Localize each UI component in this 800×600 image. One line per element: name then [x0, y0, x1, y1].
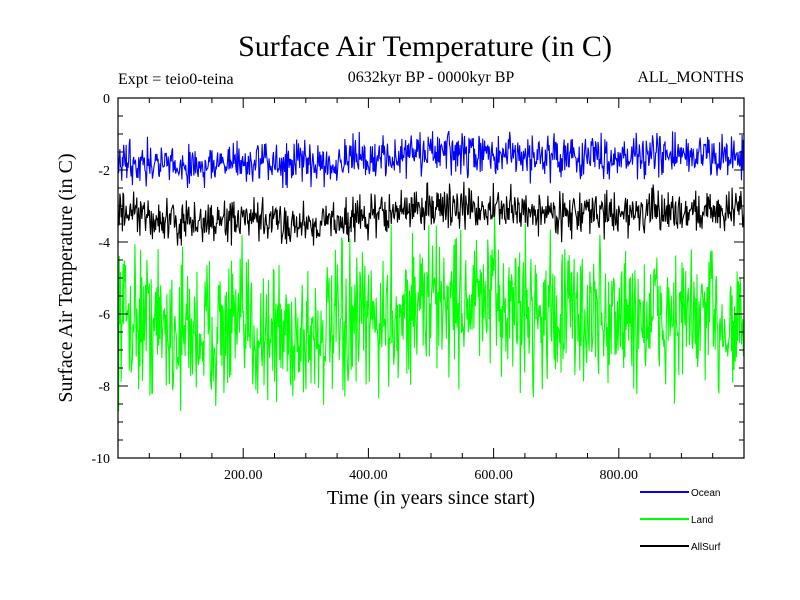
legend-label-ocean: Ocean	[691, 488, 720, 499]
legend: Ocean Land AllSurf	[640, 488, 721, 553]
x-tick-label: 800.00	[600, 468, 639, 483]
y-tick-label: -8	[98, 380, 110, 395]
x-axis-ticks: 200.00 400.00 600.00 800.00	[148, 98, 714, 483]
y-tick-label: -6	[98, 308, 110, 323]
x-tick-label: 600.00	[474, 468, 513, 483]
y-tick-label: -10	[91, 452, 110, 467]
plot-frame	[117, 97, 745, 459]
legend-label-allsurf: AllSurf	[691, 542, 721, 553]
y-tick-label: -4	[98, 236, 110, 251]
x-tick-label: 200.00	[224, 468, 263, 483]
months-label: ALL_MONTHS	[637, 69, 744, 86]
y-tick-label: -2	[98, 164, 110, 179]
y-axis-label: Surface Air Temperature (in C)	[55, 153, 77, 402]
expt-label: Expt = teio0-teina	[118, 71, 234, 88]
x-axis-label: Time (in years since start)	[327, 487, 535, 509]
x-tick-label: 400.00	[349, 468, 388, 483]
y-axis-ticks: 0 -2 -4 -6 -8 -10	[91, 92, 744, 467]
plot-series	[117, 130, 745, 412]
period-label: 0632kyr BP - 0000kyr BP	[348, 69, 515, 86]
legend-label-land: Land	[691, 515, 713, 526]
y-tick-label: 0	[103, 92, 110, 107]
series-line-land	[117, 215, 745, 412]
series-line-ocean	[117, 130, 745, 189]
series-line-allsurf	[117, 181, 745, 246]
chart-title: Surface Air Temperature (in C)	[238, 30, 612, 63]
